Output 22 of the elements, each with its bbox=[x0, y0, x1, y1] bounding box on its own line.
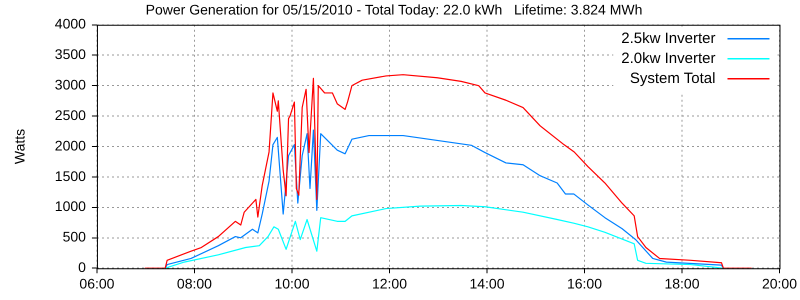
y-tick-label: 4000 bbox=[54, 16, 86, 32]
x-tick-label: 14:00 bbox=[469, 275, 505, 292]
x-tick-label: 16:00 bbox=[566, 275, 602, 292]
y-tick-label: 3500 bbox=[54, 46, 86, 62]
x-tick-label: 06:00 bbox=[79, 275, 115, 292]
y-tick-label: 1000 bbox=[54, 198, 86, 214]
chart-title: Power Generation for 05/15/2010 - Total Today: 22.0 kWh Lifetime: 3.824 MWh bbox=[146, 1, 642, 18]
y-tick-label: 1500 bbox=[54, 168, 86, 184]
y-tick-label: 500 bbox=[62, 228, 86, 245]
y-tick-label: 0 bbox=[78, 259, 86, 276]
x-tick-label: 12:00 bbox=[372, 275, 408, 292]
legend-label: 2.5kw Inverter bbox=[621, 30, 716, 47]
legend-label: System Total bbox=[630, 70, 716, 87]
y-axis-title: Watts bbox=[11, 128, 28, 164]
x-tick-label: 08:00 bbox=[176, 275, 212, 292]
y-tick-label: 2000 bbox=[54, 137, 86, 154]
x-tick-label: 18:00 bbox=[664, 275, 700, 292]
y-tick-label: 3000 bbox=[54, 76, 86, 93]
x-tick-label: 20:00 bbox=[762, 275, 798, 292]
y-tick-label: 2500 bbox=[54, 106, 86, 123]
legend-label: 2.0kw Inverter bbox=[621, 50, 716, 67]
x-tick-label: 10:00 bbox=[274, 275, 310, 292]
